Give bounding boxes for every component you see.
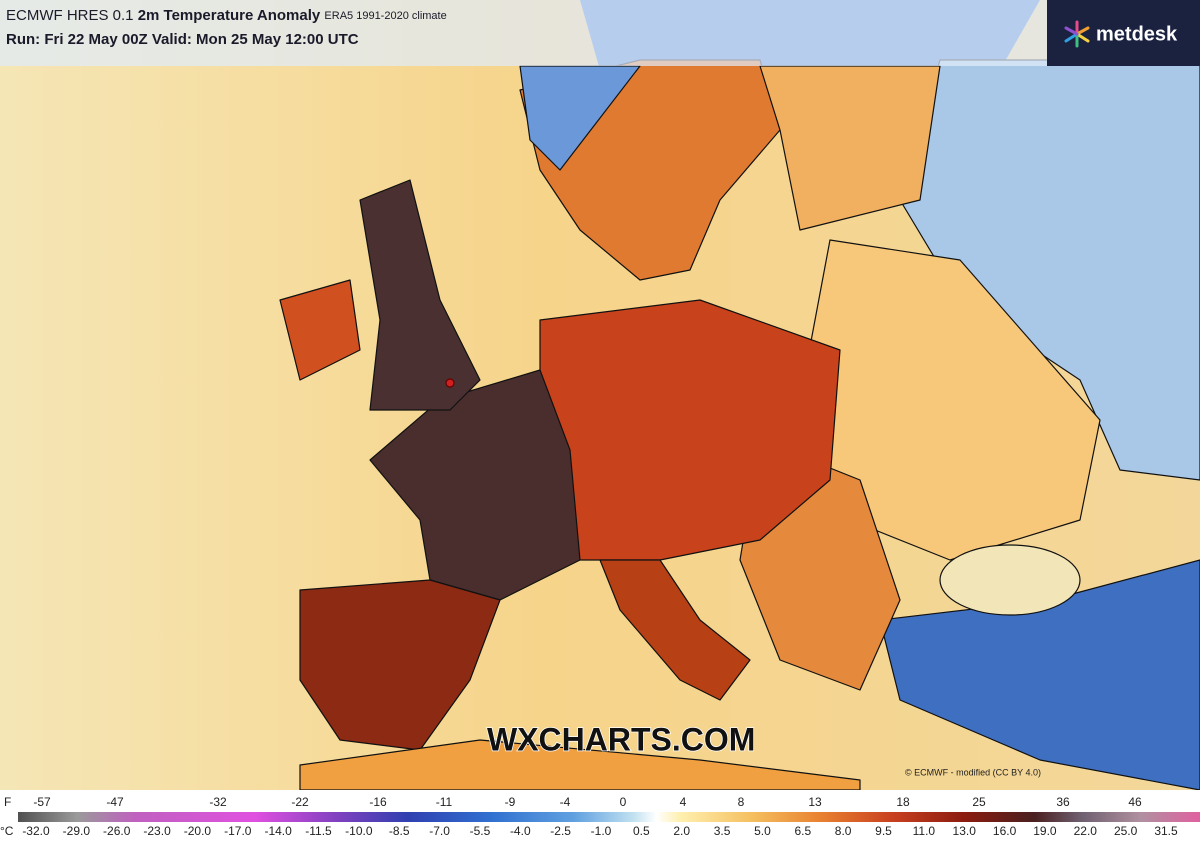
c-label: -10.0: [345, 824, 373, 838]
f-label: -32: [209, 795, 227, 809]
c-unit: °C: [0, 824, 14, 838]
russia: [899, 59, 1200, 481]
logo-ray: [1075, 32, 1090, 43]
c-label: 25.0: [1114, 824, 1138, 838]
c-label: -26.0: [103, 824, 131, 838]
c-label: -5.5: [470, 824, 491, 838]
f-label: -4: [560, 795, 571, 809]
c-label: -11.5: [305, 824, 332, 838]
iberia: [299, 579, 501, 751]
c-label: 5.0: [754, 824, 771, 838]
c-label: 2.0: [673, 824, 690, 838]
ireland: [279, 279, 361, 381]
c-label: 16.0: [993, 824, 1017, 838]
header-band: [0, 0, 1047, 66]
c-label: 13.0: [953, 824, 977, 838]
c-label: -20.0: [184, 824, 212, 838]
c-label: 6.5: [794, 824, 811, 838]
f-label: 18: [896, 795, 910, 809]
f-label: -9: [505, 795, 516, 809]
logo-icon: [1064, 20, 1090, 48]
black-sea: [939, 544, 1081, 616]
f-label: 13: [808, 795, 822, 809]
f-label: 4: [680, 795, 687, 809]
watermark: WXCHARTS.COM: [487, 721, 755, 757]
title: 2m Temperature Anomaly: [138, 7, 321, 24]
f-unit: F: [4, 795, 11, 809]
c-label: -32.0: [22, 824, 50, 838]
f-label: 36: [1056, 795, 1070, 809]
f-label: -47: [106, 795, 124, 809]
c-label: 0.5: [633, 824, 650, 838]
f-label: -22: [291, 795, 309, 809]
c-label: -23.0: [143, 824, 171, 838]
celsius-labels: -32.0 -29.0 -26.0 -23.0 -20.0 -17.0 -14.0 -11.5…: [22, 824, 1178, 838]
fahrenheit-labels: -57 -47 -32 -22 -16 -11 -9 -4 0 4 8 13 18 25 36 46: [33, 795, 1142, 809]
c-label: -29.0: [63, 824, 91, 838]
c-label: -8.5: [389, 824, 410, 838]
map-layer: [0, 0, 1200, 800]
c-label: 9.5: [875, 824, 892, 838]
great-britain: [359, 179, 481, 411]
f-label: 25: [972, 795, 986, 809]
c-label: -17.0: [224, 824, 252, 838]
logo-ray: [1064, 26, 1079, 36]
f-label: -57: [33, 795, 51, 809]
c-label: 19.0: [1033, 824, 1057, 838]
f-label: -16: [369, 795, 387, 809]
c-label: -1.0: [591, 824, 612, 838]
logo-text: metdesk: [1096, 23, 1178, 45]
c-label: -4.0: [510, 824, 531, 838]
c-label: 31.5: [1154, 824, 1178, 838]
logo-ray: [1064, 32, 1079, 43]
c-label: -14.0: [264, 824, 292, 838]
f-label: 46: [1128, 795, 1142, 809]
c-label: 22.0: [1074, 824, 1098, 838]
color-scale: [18, 812, 1200, 822]
f-label: -11: [436, 795, 453, 809]
c-label: -7.0: [429, 824, 450, 838]
italy: [599, 559, 751, 701]
credit: © ECMWF - modified (CC BY 4.0): [905, 767, 1041, 777]
header-title: ECMWF HRES 0.1 2m Temperature Anomaly ER…: [6, 7, 447, 24]
logo-ray: [1075, 26, 1090, 36]
climate: ERA5 1991-2020 climate: [324, 10, 446, 22]
c-label: -2.5: [550, 824, 571, 838]
c-label: 8.0: [835, 824, 852, 838]
f-label: 0: [620, 795, 627, 809]
run-info: Run: Fri 22 May 00Z Valid: Mon 25 May 12…: [6, 31, 359, 48]
france: [369, 369, 581, 601]
c-label: 11.0: [913, 824, 936, 838]
c-label: 3.5: [714, 824, 731, 838]
location-marker: [445, 378, 455, 388]
model-name: ECMWF HRES 0.1: [6, 7, 134, 24]
f-label: 8: [738, 795, 745, 809]
